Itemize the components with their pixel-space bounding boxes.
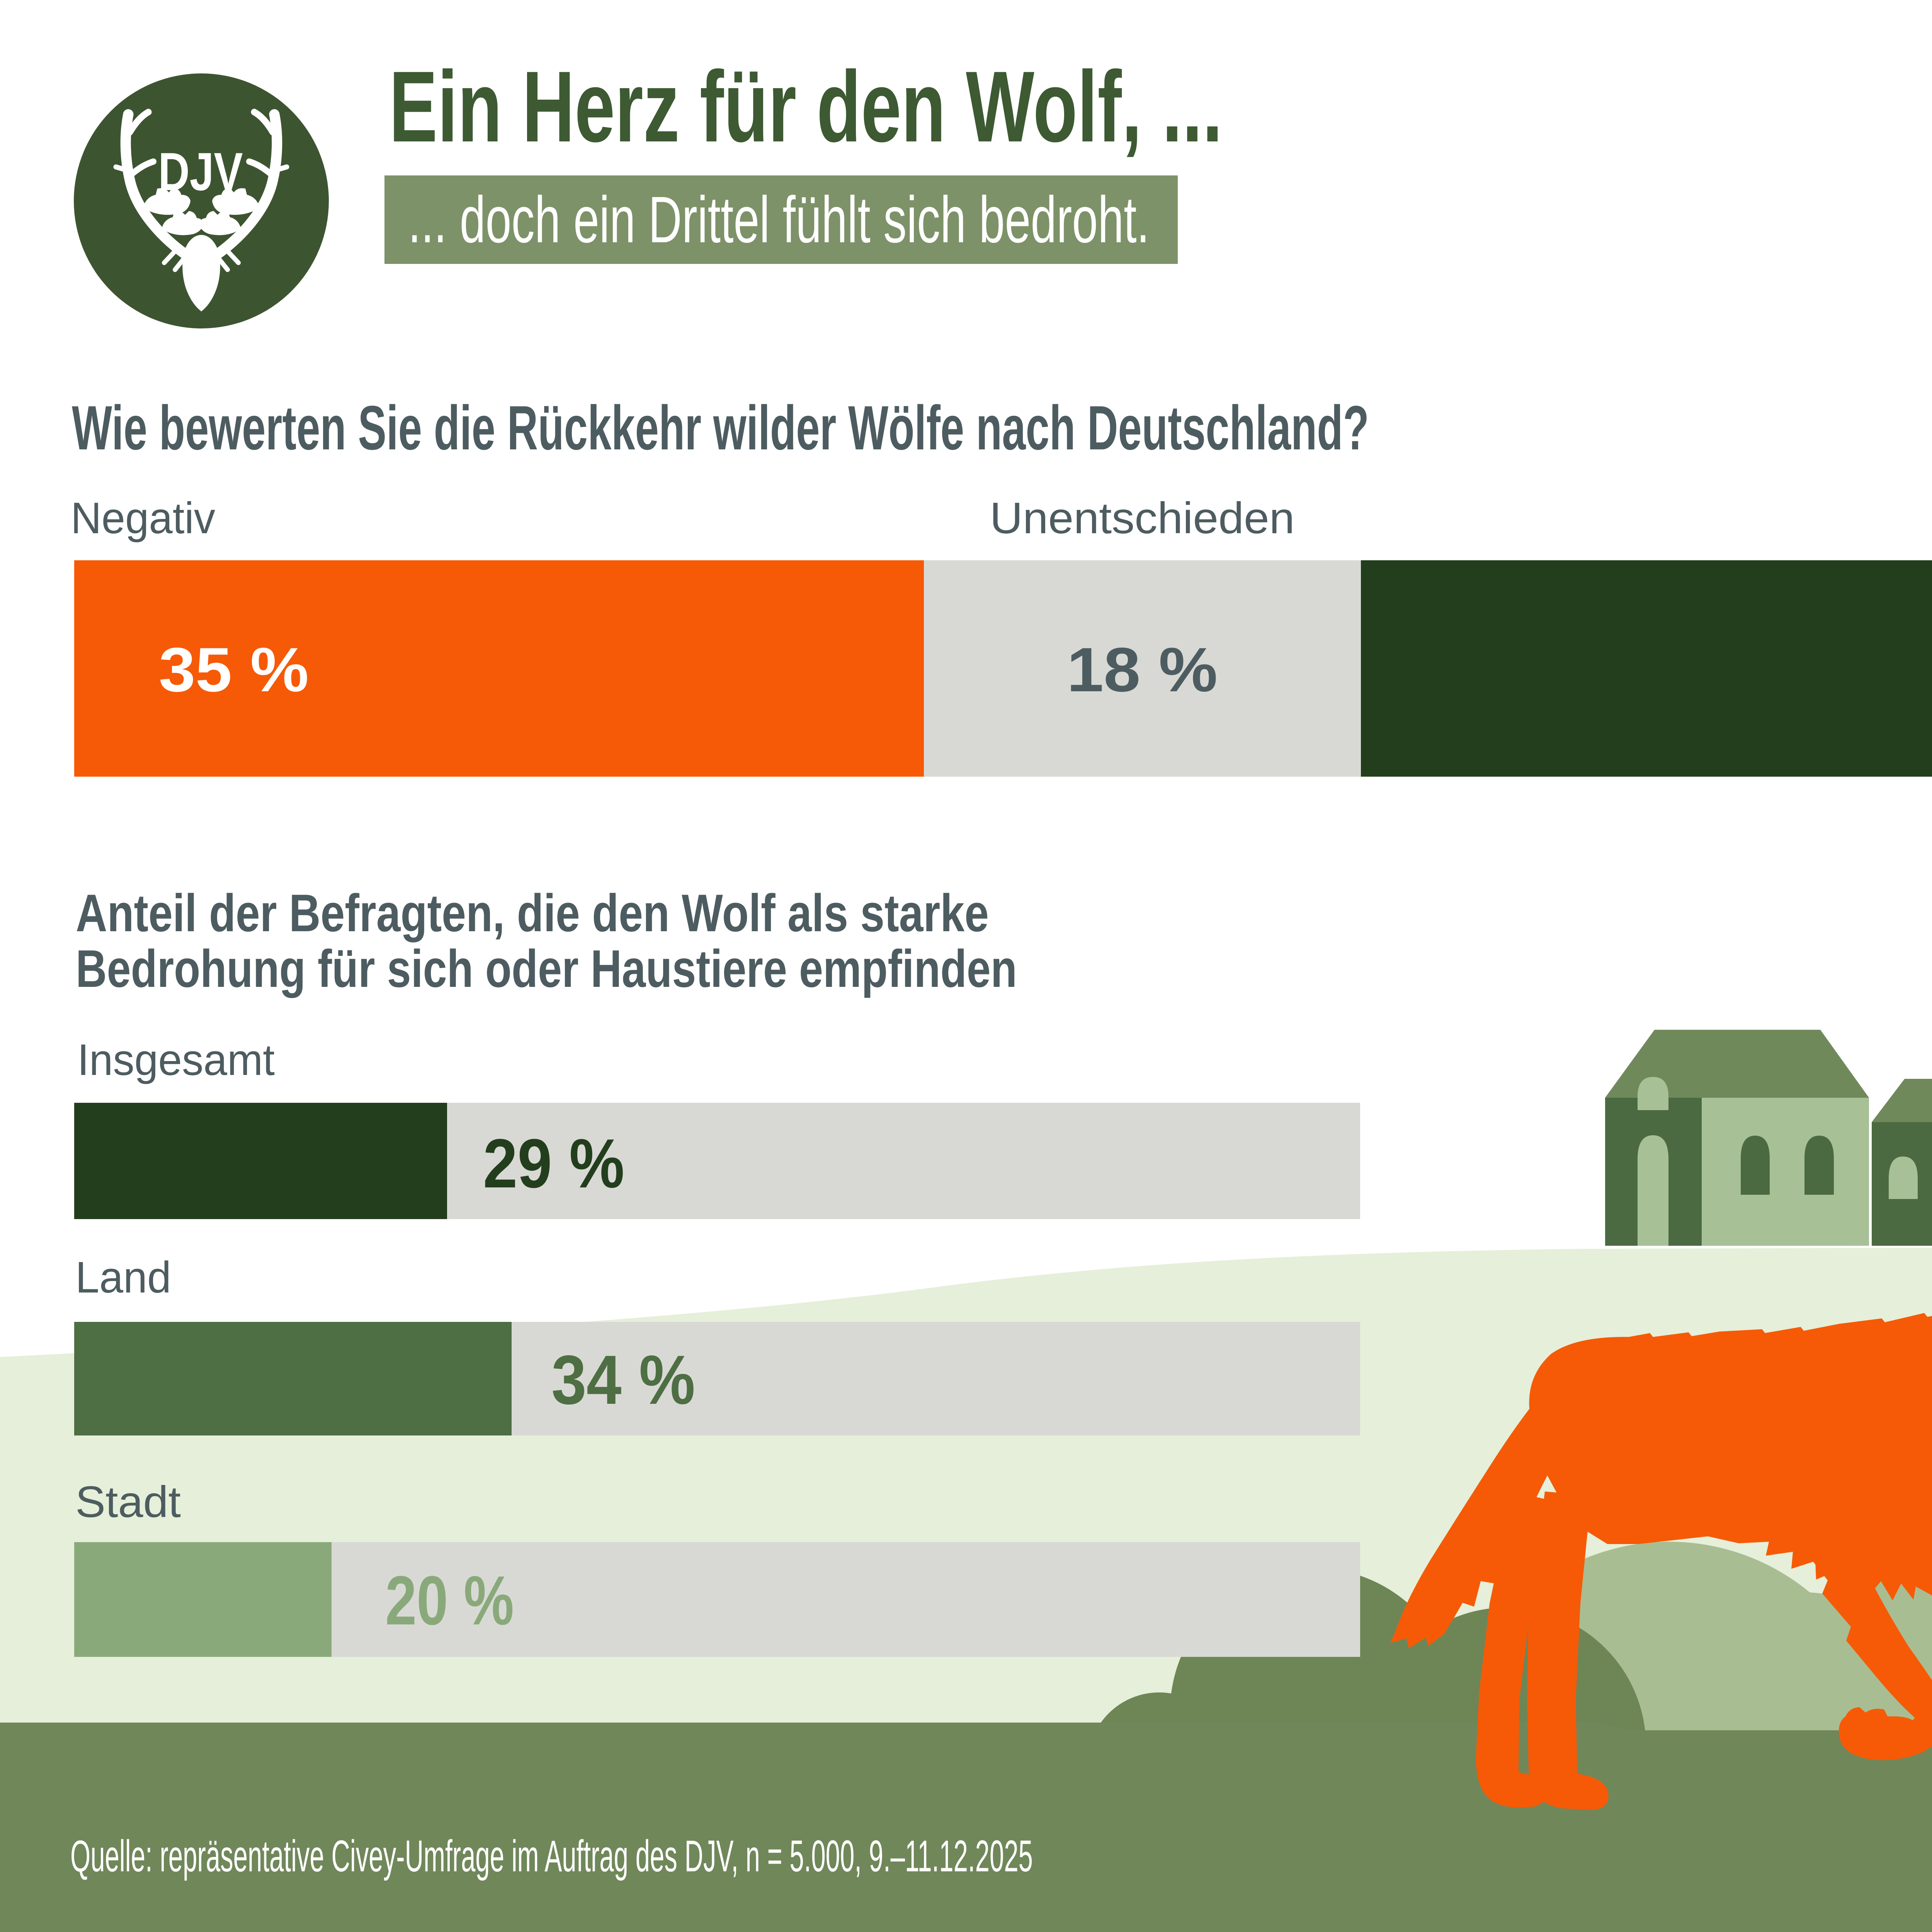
svg-text:Quelle: repräsentative Civey-U: Quelle: repräsentative Civey-Umfrage im … <box>70 1832 1033 1881</box>
svg-text:20 %: 20 % <box>385 1562 514 1639</box>
svg-text:18 %: 18 % <box>1067 635 1218 705</box>
svg-text:Wie bewerten Sie die Rückkehr: Wie bewerten Sie die Rückkehr wilder Wöl… <box>72 393 1369 463</box>
svg-text:Bedrohung für sich oder Hausti: Bedrohung für sich oder Haustiere empfin… <box>76 939 1017 998</box>
svg-text:34 %: 34 % <box>551 1341 695 1419</box>
svg-text:35 %: 35 % <box>159 635 309 705</box>
svg-text:Unentschieden: Unentschieden <box>990 494 1295 543</box>
svg-text:DJV: DJV <box>158 142 243 202</box>
svg-text:... doch ein Drittel fühlt sic: ... doch ein Drittel fühlt sich bedroht. <box>408 183 1150 257</box>
svg-text:Stadt: Stadt <box>75 1478 181 1527</box>
svg-text:Insgesamt: Insgesamt <box>77 1036 275 1085</box>
svg-text:Ein Herz für den Wolf, ...: Ein Herz für den Wolf, ... <box>389 51 1223 163</box>
svg-text:29 %: 29 % <box>483 1125 624 1202</box>
svg-text:Negativ: Negativ <box>71 494 215 543</box>
svg-text:Anteil der Befragten, die den: Anteil der Befragten, die den Wolf als s… <box>76 884 989 943</box>
svg-text:Land: Land <box>75 1253 171 1302</box>
